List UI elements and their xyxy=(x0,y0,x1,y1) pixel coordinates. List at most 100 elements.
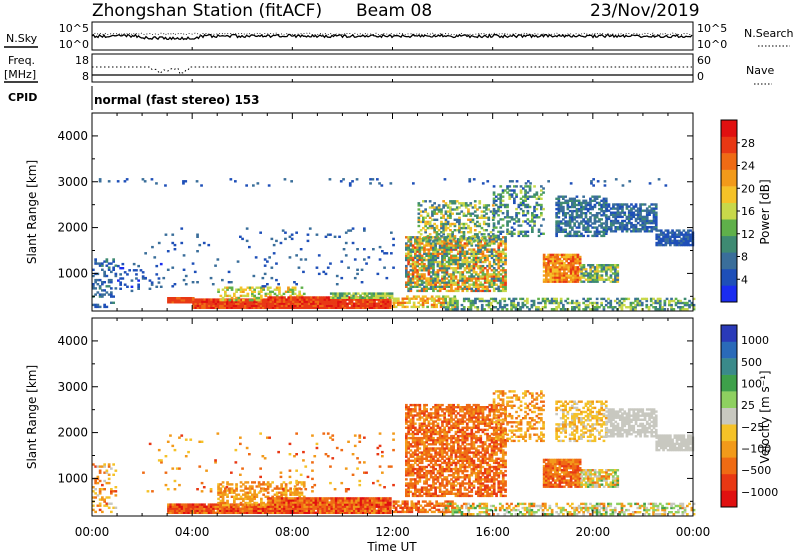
heatmap-cell xyxy=(503,306,507,309)
heatmap-cell xyxy=(409,281,413,284)
heatmap-cell xyxy=(246,509,249,512)
heatmap-cell xyxy=(673,231,677,234)
heatmap-cell xyxy=(501,240,505,243)
heatmap-cell xyxy=(346,304,349,307)
heatmap-cell xyxy=(478,222,482,226)
heatmap-cell xyxy=(650,207,654,210)
heatmap-cell xyxy=(472,267,476,270)
heatmap-cell xyxy=(298,306,302,309)
heatmap-cell xyxy=(409,289,413,293)
heatmap-cell xyxy=(244,491,247,494)
heatmap-cell xyxy=(334,298,338,301)
heatmap-cell xyxy=(426,212,430,215)
heatmap-cell xyxy=(381,250,384,253)
heatmap-cell xyxy=(292,296,295,299)
heatmap-cell xyxy=(257,290,261,293)
heatmap-cell xyxy=(352,302,356,305)
heatmap-cell xyxy=(411,277,415,280)
heatmap-cell xyxy=(301,507,304,510)
heatmap-cell xyxy=(105,258,109,261)
heatmap-cell xyxy=(535,207,539,211)
heatmap-cell xyxy=(464,204,468,207)
heatmap-cell xyxy=(630,217,633,221)
heatmap-cell xyxy=(453,301,457,305)
heatmap-cell xyxy=(522,214,525,217)
heatmap-cell xyxy=(301,302,304,305)
heatmap-cell xyxy=(121,277,125,280)
heatmap-cell xyxy=(321,501,325,504)
heatmap-cell xyxy=(492,281,496,284)
heatmap-cell xyxy=(460,202,464,205)
heatmap-cell xyxy=(319,300,322,303)
heatmap-cell xyxy=(575,199,579,202)
heatmap-cell xyxy=(436,242,440,245)
heatmap-cell xyxy=(251,298,254,302)
heatmap-cell xyxy=(438,285,442,288)
heatmap-cell xyxy=(196,233,199,236)
heatmap-cell xyxy=(262,302,265,305)
heatmap-cell xyxy=(508,195,512,198)
heatmap-cell xyxy=(557,209,561,213)
heatmap-cell xyxy=(492,297,495,301)
heatmap-cell xyxy=(524,205,527,209)
heatmap-cell xyxy=(421,305,425,309)
heatmap-cell xyxy=(618,215,622,219)
heatmap-cell xyxy=(114,287,118,290)
heatmap-cell xyxy=(528,220,532,223)
heatmap-cell xyxy=(405,275,408,278)
heatmap-cell xyxy=(284,483,288,486)
heatmap-cell xyxy=(252,507,256,510)
heatmap-cell xyxy=(467,224,470,228)
heatmap-cell xyxy=(221,491,225,494)
heatmap-cell xyxy=(423,248,426,251)
heatmap-cell xyxy=(557,199,561,202)
heatmap-cell xyxy=(261,276,265,280)
heatmap-cell xyxy=(414,264,417,268)
heatmap-cell xyxy=(564,214,567,217)
heatmap-cell xyxy=(470,273,474,276)
heatmap-cell xyxy=(504,240,507,243)
heatmap-cell xyxy=(477,248,480,251)
heatmap-cell xyxy=(489,301,493,305)
heatmap-cell xyxy=(171,285,175,288)
heatmap-cell xyxy=(482,206,486,209)
heatmap-cell xyxy=(445,273,449,276)
heatmap-cell xyxy=(447,250,451,253)
heatmap-cell xyxy=(230,298,234,301)
heatmap-cell xyxy=(228,304,231,307)
heatmap-cell xyxy=(449,222,452,226)
heatmap-cell xyxy=(600,234,603,238)
heatmap-cell xyxy=(555,299,558,303)
heatmap-cell xyxy=(551,276,555,279)
heatmap-cell xyxy=(260,286,263,289)
heatmap-cell xyxy=(394,305,398,309)
heatmap-cell xyxy=(280,485,283,488)
heatmap-cell xyxy=(587,278,590,281)
heatmap-cell xyxy=(528,224,532,227)
heatmap-cell xyxy=(567,255,571,259)
heatmap-cell xyxy=(207,298,211,301)
heatmap-cell xyxy=(445,277,449,280)
heatmap-cell xyxy=(325,296,329,299)
heatmap-cell xyxy=(537,216,541,219)
heatmap-cell xyxy=(582,226,585,229)
heatmap-cell xyxy=(323,296,327,299)
heatmap-cell xyxy=(517,230,521,233)
heatmap-cell xyxy=(337,300,340,303)
heatmap-cell xyxy=(275,239,278,243)
heatmap-cell xyxy=(453,208,457,211)
heatmap-cell xyxy=(622,299,626,303)
heatmap-cell xyxy=(471,235,475,238)
heatmap-cell xyxy=(303,300,307,303)
heatmap-cell xyxy=(564,201,567,205)
heatmap-cell xyxy=(557,216,561,219)
heatmap-cell xyxy=(233,499,236,503)
heatmap-cell xyxy=(103,270,106,274)
heatmap-cell xyxy=(407,254,410,257)
heatmap-cell xyxy=(233,495,236,498)
heatmap-cell xyxy=(441,240,444,243)
heatmap-cell xyxy=(510,189,514,192)
heatmap-cell xyxy=(303,304,307,307)
heatmap-cell xyxy=(586,207,590,211)
heatmap-cell xyxy=(375,501,379,504)
